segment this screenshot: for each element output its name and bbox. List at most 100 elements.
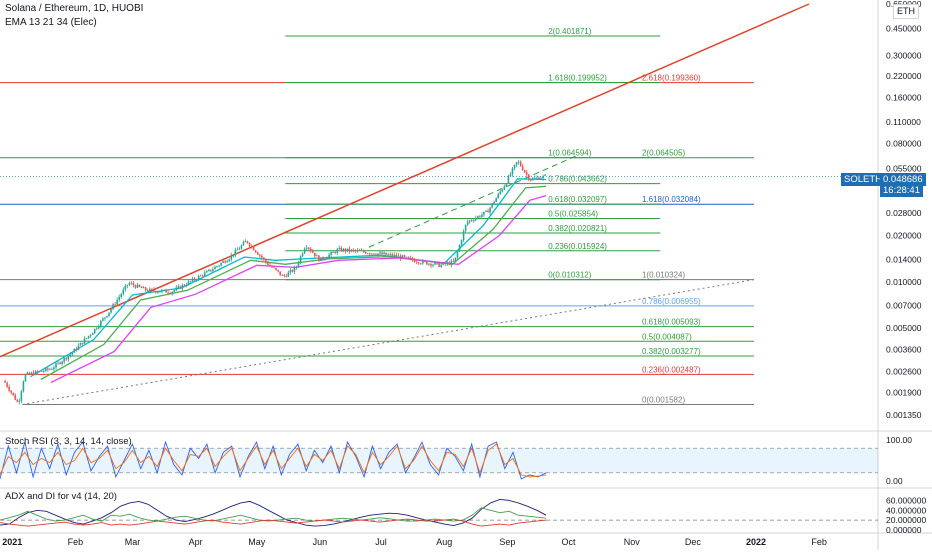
- candle-body: [538, 177, 540, 180]
- fib-level-label: 0.5(0.025854): [548, 210, 598, 219]
- ema-lines: [30, 178, 547, 384]
- candle-body: [505, 183, 508, 187]
- candle-body: [305, 247, 308, 249]
- candle-body: [187, 281, 190, 286]
- candle-body: [193, 278, 196, 280]
- candle-body: [183, 284, 186, 286]
- candle-body: [148, 288, 151, 292]
- candle-body: [460, 240, 463, 246]
- candle-body: [122, 289, 125, 295]
- candle-body: [395, 254, 398, 257]
- stoch-band: [0, 448, 878, 473]
- fib-level-label: 2(0.401871): [548, 27, 591, 36]
- candle-body: [224, 261, 226, 263]
- candle-body: [407, 256, 410, 258]
- candle-body: [468, 220, 471, 222]
- candle-body: [432, 264, 434, 266]
- trend-line-breakout: [368, 155, 577, 248]
- adx-tick-label: 60.000000: [886, 495, 926, 505]
- price-tick-label: 0.002600: [886, 366, 922, 376]
- candle-body: [511, 168, 514, 175]
- candle-body: [440, 264, 442, 267]
- adx-line: [0, 498, 547, 527]
- adx-pane: [0, 498, 878, 527]
- candle-body: [222, 261, 224, 263]
- candle-body: [452, 260, 455, 262]
- candle-body: [324, 258, 326, 260]
- candle-body: [503, 186, 506, 190]
- candle-body: [470, 220, 473, 222]
- candle-body: [320, 257, 322, 262]
- fib-level-label: 0.382(0.020821): [548, 224, 607, 233]
- price-tick-label: 0.080000: [886, 138, 922, 148]
- candle-body: [417, 262, 420, 264]
- candle-body: [507, 175, 510, 184]
- candle-body: [195, 279, 198, 281]
- candle-body: [485, 210, 487, 212]
- candle-body: [69, 354, 72, 357]
- currency-badge[interactable]: ETH: [893, 4, 919, 19]
- candle-body: [240, 245, 243, 249]
- candle-body: [328, 254, 330, 258]
- symbol-title[interactable]: Solana / Ethereum, 1D, HUOBI: [5, 3, 144, 14]
- ema-legend[interactable]: EMA 13 21 34 (Elec): [5, 17, 97, 28]
- candle-body: [42, 370, 45, 372]
- price-tick-label: 0.028000: [886, 208, 922, 218]
- candle-body: [161, 290, 163, 292]
- candle-body: [210, 269, 212, 272]
- candle-body: [106, 315, 108, 318]
- adx-legend[interactable]: ADX and DI for v4 (14, 20): [5, 491, 117, 502]
- candle-body: [387, 254, 389, 256]
- symbol-price-tag: SOLETH: [841, 173, 886, 186]
- candle-body: [252, 246, 255, 251]
- candle-body: [179, 286, 182, 289]
- candle-body: [483, 211, 485, 215]
- candle-body: [491, 203, 493, 208]
- candle-body: [367, 253, 369, 255]
- candle-body: [350, 249, 353, 252]
- candle-body: [346, 248, 349, 252]
- candle-body: [342, 248, 345, 252]
- candle-body: [57, 362, 59, 364]
- candle-body: [191, 278, 194, 282]
- candle-body: [442, 262, 444, 265]
- candle-body: [493, 201, 495, 204]
- candle-body: [104, 317, 106, 319]
- candle-body: [8, 386, 10, 391]
- candle-body: [163, 289, 165, 291]
- candle-body: [47, 368, 49, 370]
- fib-level-label: 0.786(0.043662): [548, 175, 607, 184]
- candle-body: [177, 286, 180, 288]
- candle-body: [444, 262, 447, 265]
- candle-body: [185, 285, 188, 286]
- candle-body: [475, 217, 477, 221]
- candle-body: [401, 255, 404, 259]
- candle-body: [136, 284, 139, 288]
- stoch-rsi-legend[interactable]: Stoch RSI (3, 3, 14, 14, close): [5, 436, 132, 447]
- candle-body: [393, 254, 396, 257]
- candle-body: [256, 252, 259, 255]
- candle-body: [77, 345, 80, 350]
- price-tick-label: 0.300000: [886, 50, 922, 60]
- candle-body: [155, 291, 157, 293]
- candle-body: [265, 259, 267, 263]
- candle-body: [36, 371, 39, 372]
- candle-body: [371, 253, 373, 255]
- candle-body: [85, 337, 88, 339]
- fib-levels: 0(0.001582) 0.236(0.002487) 0.382(0.003277…: [0, 27, 754, 405]
- candle-body: [391, 254, 394, 257]
- fib-level-label: 2(0.064505): [642, 149, 685, 158]
- candle-body: [458, 245, 461, 252]
- candle-body: [140, 286, 143, 289]
- candle-body: [534, 177, 536, 179]
- candle-body: [100, 320, 102, 327]
- time-tick-label: 2022: [746, 537, 766, 547]
- candle-body: [234, 250, 237, 256]
- candle-body: [173, 290, 176, 292]
- candle-body: [281, 274, 284, 276]
- time-tick-label: Feb: [68, 537, 84, 547]
- candle-body: [464, 224, 467, 232]
- candle-body: [250, 245, 253, 247]
